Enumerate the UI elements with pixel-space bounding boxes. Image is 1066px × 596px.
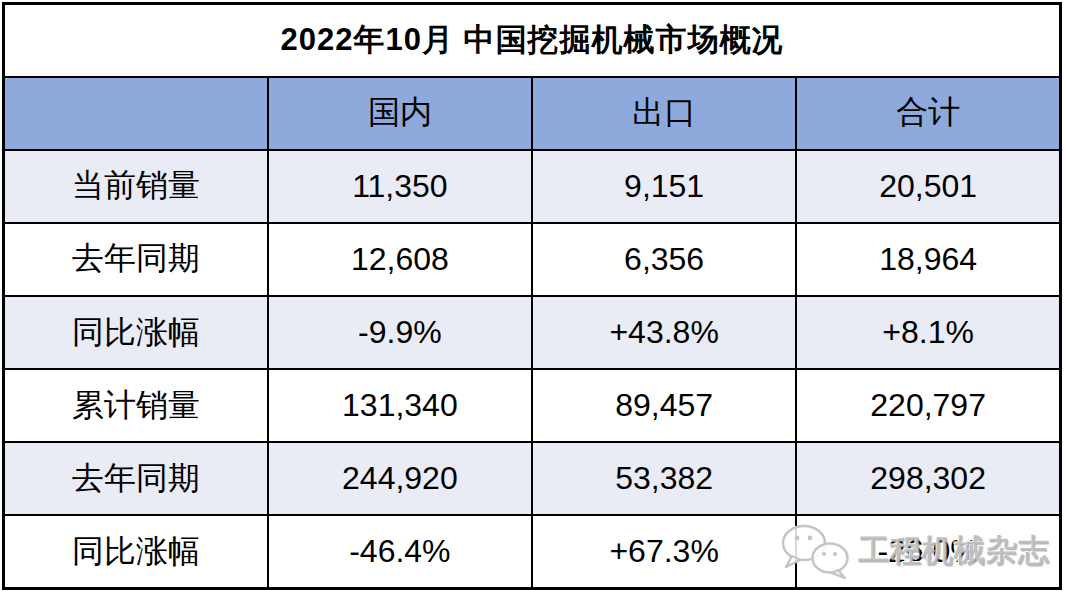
table-cell: -26.0% xyxy=(796,515,1060,588)
table-cell: +67.3% xyxy=(532,515,796,588)
column-header-blank xyxy=(4,77,268,150)
column-header-domestic: 国内 xyxy=(268,77,532,150)
table-cell: -46.4% xyxy=(268,515,532,588)
row-label: 同比涨幅 xyxy=(4,515,268,588)
table-cell: -9.9% xyxy=(268,296,532,369)
table-cell: 89,457 xyxy=(532,369,796,442)
row-label: 去年同期 xyxy=(4,223,268,296)
table-row-cumulative-sales: 累计销量 131,340 89,457 220,797 xyxy=(4,369,1061,442)
table-cell: +43.8% xyxy=(532,296,796,369)
title-row: 2022年10月 中国挖掘机械市场概况 xyxy=(4,4,1061,77)
row-label: 累计销量 xyxy=(4,369,268,442)
market-overview-figure: 2022年10月 中国挖掘机械市场概况 国内 出口 合计 当前销量 11,350… xyxy=(0,0,1066,596)
row-label: 同比涨幅 xyxy=(4,296,268,369)
column-header-export: 出口 xyxy=(532,77,796,150)
table-row-current-sales: 当前销量 11,350 9,151 20,501 xyxy=(4,150,1061,223)
column-header-total: 合计 xyxy=(796,77,1060,150)
table-cell: 18,964 xyxy=(796,223,1060,296)
table-row-yoy-change: 同比涨幅 -9.9% +43.8% +8.1% xyxy=(4,296,1061,369)
table-cell: 244,920 xyxy=(268,442,532,515)
table-row-cumulative-yoy-change: 同比涨幅 -46.4% +67.3% -26.0% xyxy=(4,515,1061,588)
table-cell: 12,608 xyxy=(268,223,532,296)
table-cell: 131,340 xyxy=(268,369,532,442)
table-row-last-year-same-period: 去年同期 12,608 6,356 18,964 xyxy=(4,223,1061,296)
table-cell: 53,382 xyxy=(532,442,796,515)
table-cell: 220,797 xyxy=(796,369,1060,442)
table-cell: 11,350 xyxy=(268,150,532,223)
market-overview-table: 2022年10月 中国挖掘机械市场概况 国内 出口 合计 当前销量 11,350… xyxy=(2,2,1062,590)
table-cell: 9,151 xyxy=(532,150,796,223)
table-row-cumulative-last-year: 去年同期 244,920 53,382 298,302 xyxy=(4,442,1061,515)
table-cell: 6,356 xyxy=(532,223,796,296)
header-row: 国内 出口 合计 xyxy=(4,77,1061,150)
table-cell: 298,302 xyxy=(796,442,1060,515)
table-cell: 20,501 xyxy=(796,150,1060,223)
table-cell: +8.1% xyxy=(796,296,1060,369)
row-label: 当前销量 xyxy=(4,150,268,223)
table-title: 2022年10月 中国挖掘机械市场概况 xyxy=(4,4,1061,77)
row-label: 去年同期 xyxy=(4,442,268,515)
